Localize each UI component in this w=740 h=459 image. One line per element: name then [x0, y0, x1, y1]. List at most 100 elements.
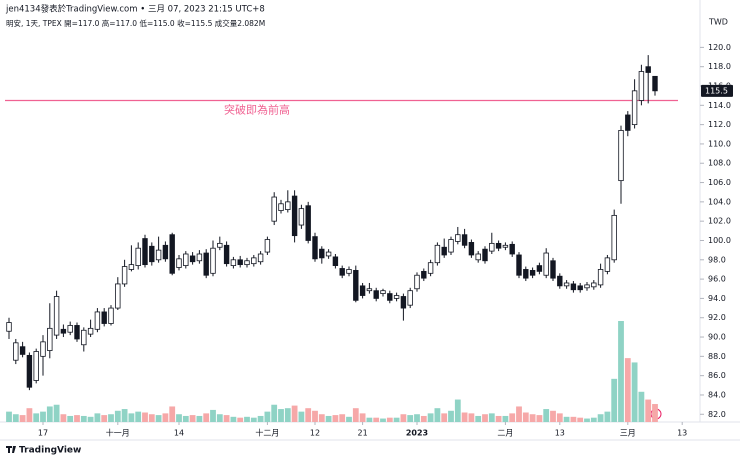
candle-body — [47, 327, 53, 351]
volume-bar — [169, 406, 176, 422]
volume-bar — [359, 413, 366, 422]
volume-bar — [128, 413, 135, 422]
candle-body — [563, 282, 570, 287]
candle-body — [461, 234, 468, 246]
volume-bar — [502, 415, 509, 422]
candle-body — [455, 234, 461, 242]
brand-logo — [6, 446, 16, 453]
volume-bar — [278, 409, 284, 422]
volume-bar — [121, 409, 128, 422]
volume-bar — [393, 417, 400, 422]
candle-body — [74, 325, 80, 340]
candle-body — [591, 282, 597, 288]
volume-bar — [584, 418, 590, 422]
candle-body — [366, 288, 373, 292]
candle-body — [325, 251, 332, 257]
volume-bar — [332, 415, 339, 422]
candle-body — [645, 66, 651, 73]
volume-bar — [482, 414, 488, 422]
annotation: 突破即為前高 — [224, 102, 290, 116]
volume-bar — [414, 414, 420, 422]
volume-bar — [543, 409, 550, 422]
candle-body — [604, 257, 611, 272]
candle-body — [223, 244, 230, 265]
candle-body — [400, 296, 407, 309]
candle-body — [121, 266, 128, 285]
y-tick-label: 84.0 — [708, 390, 726, 399]
candle-body — [13, 342, 19, 361]
candle-body — [448, 239, 454, 253]
y-tick-label: 118.0 — [708, 62, 731, 71]
candle-body — [414, 274, 420, 290]
candle-body — [87, 327, 94, 335]
y-tick-label: 100.0 — [708, 236, 731, 245]
x-tick-label: 十二月 — [255, 428, 279, 438]
volume-bar — [488, 413, 495, 422]
volume-bar — [380, 418, 386, 422]
candle-body — [509, 243, 515, 255]
volume-bar — [386, 417, 393, 422]
x-tick-label: 21 — [358, 429, 368, 438]
volume-bar — [33, 413, 40, 422]
volume-bar — [638, 391, 645, 422]
volume-bar — [101, 415, 108, 422]
candle-body — [434, 244, 441, 264]
volume-bar — [652, 404, 658, 422]
volume-bar — [108, 414, 114, 422]
candle-body — [162, 244, 169, 260]
candle-body — [638, 71, 645, 101]
y-tick-label: 94.0 — [708, 294, 726, 303]
volume-bar — [325, 415, 332, 422]
volume-bar — [189, 415, 196, 422]
volume-bar — [74, 415, 80, 422]
last-price-box — [701, 84, 733, 97]
volume-bar — [373, 417, 380, 422]
candle-body — [33, 351, 39, 381]
volume-bar — [420, 415, 427, 422]
volume-bar — [400, 414, 407, 422]
candle-body — [332, 256, 339, 266]
volume-bar — [604, 411, 611, 422]
volume-bar — [509, 413, 516, 422]
candle-body — [101, 311, 107, 324]
candle-body — [468, 242, 475, 256]
candle-body — [353, 270, 359, 301]
candle-body — [53, 296, 60, 336]
volume-bar — [6, 411, 12, 422]
y-tick-label: 86.0 — [708, 371, 726, 380]
x-tick-label: 二月 — [497, 429, 513, 438]
candle-body — [81, 329, 87, 346]
candle-body — [176, 258, 182, 268]
candle-body — [495, 242, 502, 249]
volume-bar — [216, 414, 223, 422]
volume-bar — [80, 415, 87, 422]
volume-bar — [536, 415, 543, 422]
volume-bar — [461, 412, 468, 422]
volume-bar — [611, 378, 618, 422]
volume-bar — [19, 415, 26, 422]
volume-bar — [26, 408, 33, 422]
candle-body — [230, 259, 237, 266]
candle-body — [550, 260, 556, 279]
volume-bar — [454, 399, 461, 422]
volume-bar — [556, 413, 563, 422]
candle-body — [189, 255, 196, 263]
y-tick-label: 112.0 — [708, 120, 731, 129]
candle-body — [618, 130, 624, 182]
volume-bar — [284, 408, 291, 422]
volume-bar — [291, 405, 298, 422]
candle-body — [529, 270, 536, 276]
y-tick-label: 110.0 — [708, 139, 731, 148]
candle-body — [421, 270, 427, 279]
candle-body — [502, 244, 509, 248]
volume-bar — [550, 410, 556, 422]
volume-bar — [155, 415, 162, 422]
volume-bar — [305, 408, 312, 422]
candle-body — [155, 249, 162, 261]
volume-bar — [339, 414, 346, 422]
symbol-info: 明安, 1天, TPEX 開=117.0 高=117.0 低=115.0 收=1… — [6, 18, 265, 28]
candle-body — [305, 205, 311, 241]
candle-body — [135, 247, 141, 266]
candle-body — [115, 283, 121, 309]
